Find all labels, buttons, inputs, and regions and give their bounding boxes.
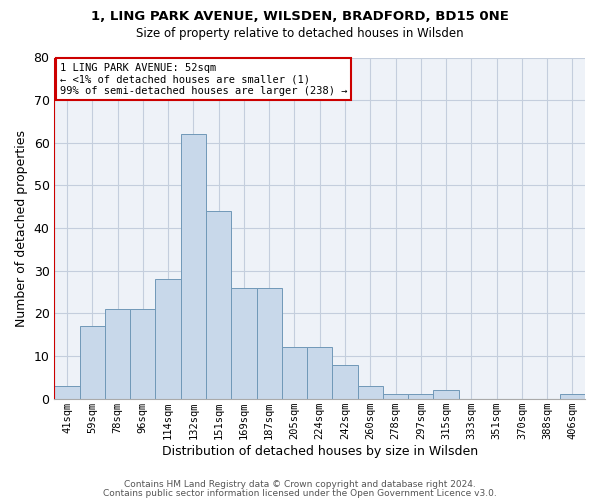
Bar xyxy=(408,394,433,398)
Text: Size of property relative to detached houses in Wilsden: Size of property relative to detached ho… xyxy=(136,28,464,40)
Text: Contains HM Land Registry data © Crown copyright and database right 2024.: Contains HM Land Registry data © Crown c… xyxy=(124,480,476,489)
Bar xyxy=(282,348,307,399)
Bar xyxy=(257,288,282,399)
Bar xyxy=(181,134,206,398)
Text: 1 LING PARK AVENUE: 52sqm
← <1% of detached houses are smaller (1)
99% of semi-d: 1 LING PARK AVENUE: 52sqm ← <1% of detac… xyxy=(60,62,347,96)
Bar xyxy=(55,386,80,398)
Bar xyxy=(358,386,383,398)
Bar xyxy=(332,364,358,398)
X-axis label: Distribution of detached houses by size in Wilsden: Distribution of detached houses by size … xyxy=(161,444,478,458)
Y-axis label: Number of detached properties: Number of detached properties xyxy=(15,130,28,326)
Bar xyxy=(80,326,105,398)
Bar xyxy=(383,394,408,398)
Bar xyxy=(433,390,458,398)
Bar xyxy=(231,288,257,399)
Bar xyxy=(307,348,332,399)
Bar xyxy=(155,280,181,398)
Bar xyxy=(130,309,155,398)
Bar xyxy=(560,394,585,398)
Text: 1, LING PARK AVENUE, WILSDEN, BRADFORD, BD15 0NE: 1, LING PARK AVENUE, WILSDEN, BRADFORD, … xyxy=(91,10,509,23)
Text: Contains public sector information licensed under the Open Government Licence v3: Contains public sector information licen… xyxy=(103,488,497,498)
Bar xyxy=(105,309,130,398)
Bar xyxy=(206,211,231,398)
